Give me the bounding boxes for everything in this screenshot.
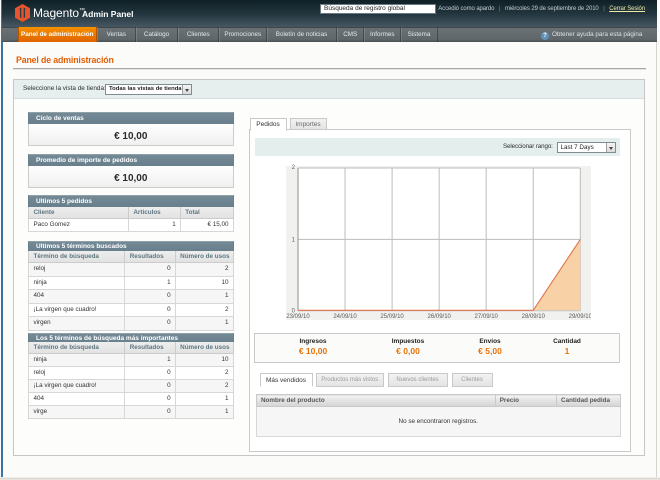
svg-text:1: 1 <box>292 238 296 244</box>
svg-text:26/09/10: 26/09/10 <box>428 314 452 320</box>
svg-text:2: 2 <box>292 165 296 171</box>
svg-text:29/09/10: 29/09/10 <box>569 314 591 320</box>
svg-text:23/09/10: 23/09/10 <box>286 314 310 320</box>
svg-text:25/09/10: 25/09/10 <box>380 314 404 320</box>
svg-text:24/09/10: 24/09/10 <box>333 314 357 320</box>
svg-text:27/09/10: 27/09/10 <box>475 314 499 320</box>
svg-text:0: 0 <box>292 309 296 315</box>
svg-text:28/09/10: 28/09/10 <box>522 314 546 320</box>
